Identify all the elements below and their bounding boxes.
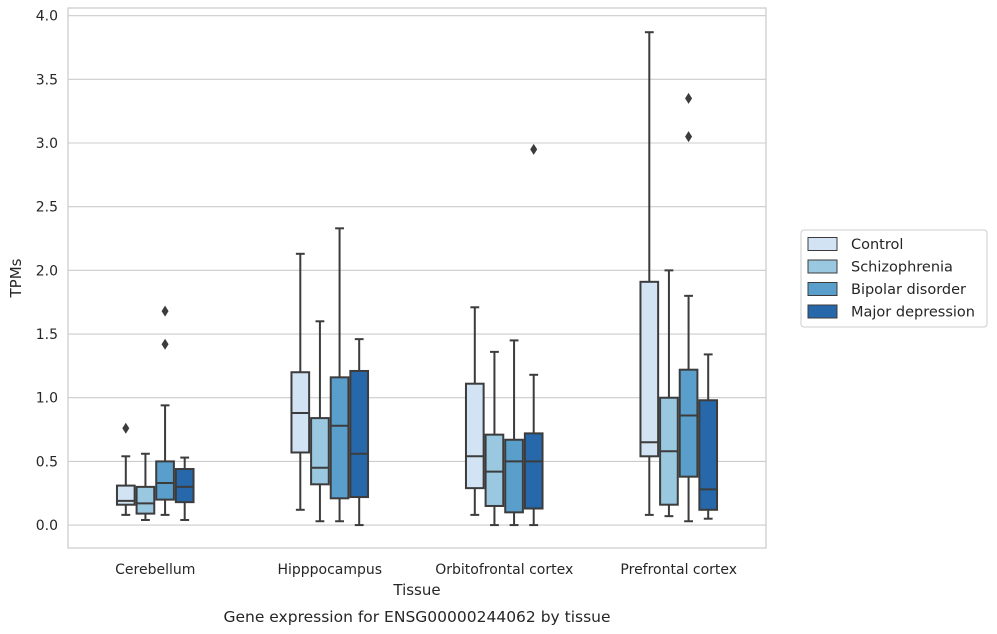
box-iqr — [464, 382, 485, 490]
box — [115, 422, 136, 516]
legend-frame — [800, 229, 988, 328]
outlier-point — [685, 131, 693, 143]
box-iqr — [484, 433, 505, 507]
x-tick-label: Cerebellum — [115, 562, 195, 578]
y-tick-label: 4.0 — [36, 9, 58, 25]
box-iqr — [135, 485, 156, 515]
box-group — [115, 305, 195, 521]
box-iqr — [329, 376, 350, 500]
outlier-point — [530, 143, 538, 155]
legend-swatch — [807, 282, 838, 296]
y-tick-label: 3.5 — [36, 72, 58, 88]
y-tick-label: 1.0 — [36, 391, 58, 407]
box — [290, 252, 311, 511]
y-tick-label: 0.5 — [36, 454, 58, 470]
box — [698, 353, 719, 520]
x-axis-ticks: Cerebellum Hipppocampus Orbitofrontal cort… — [115, 562, 737, 578]
box — [155, 305, 175, 516]
box — [639, 31, 660, 516]
plot-frame — [67, 7, 767, 549]
box — [464, 306, 485, 516]
box — [135, 452, 156, 521]
legend-label: Major depression — [851, 305, 975, 321]
box-iqr — [639, 280, 660, 458]
box-iqr — [504, 438, 524, 514]
box-iqr — [174, 468, 195, 504]
box-group — [464, 143, 544, 527]
legend-item: Control — [807, 237, 903, 253]
box-iqr — [349, 369, 370, 499]
x-tick-label: Orbitofrontal cortex — [435, 562, 573, 578]
box-groups — [115, 31, 719, 527]
y-tick-label: 2.0 — [36, 263, 58, 279]
box-iqr — [155, 460, 175, 501]
outlier-point — [161, 305, 169, 317]
x-tick-label: Hipppocampus — [277, 562, 382, 578]
outlier-point — [122, 422, 130, 434]
y-tick-label: 2.5 — [36, 200, 58, 216]
legend-item: Schizophrenia — [807, 259, 953, 276]
legend-swatch — [807, 259, 838, 274]
box-iqr — [523, 432, 544, 510]
box — [678, 92, 699, 523]
legend: Control Schizophrenia Bipolar disorder Majo… — [800, 229, 988, 328]
box — [523, 143, 544, 527]
legend-label: Bipolar disorder — [851, 282, 966, 298]
box — [659, 269, 679, 518]
legend-item: Bipolar disorder — [807, 282, 966, 298]
box-group — [639, 31, 719, 523]
y-axis-ticks: 0.0 0.5 1.0 1.5 2.0 2.5 3.0 3.5 4.0 — [36, 9, 58, 534]
box-group — [290, 227, 370, 527]
box — [484, 350, 505, 527]
outlier-point — [685, 92, 693, 104]
legend-swatch — [807, 304, 838, 319]
box-iqr — [698, 399, 719, 511]
y-tick-label: 0.0 — [36, 518, 58, 534]
box-iqr — [310, 417, 330, 486]
box — [349, 338, 370, 527]
chart-caption: Gene expression for ENSG00000244062 by t… — [223, 608, 610, 626]
box-iqr — [678, 368, 699, 478]
box — [504, 339, 524, 527]
box — [329, 227, 350, 523]
box — [310, 320, 330, 523]
y-axis-title: TPMs — [7, 258, 25, 298]
box — [174, 456, 195, 521]
y-tick-label: 1.5 — [36, 327, 58, 343]
legend-item: Major depression — [807, 304, 975, 321]
x-tick-label: Prefrontal cortex — [620, 562, 737, 578]
legend-label: Schizophrenia — [851, 260, 953, 276]
legend-label: Control — [851, 237, 903, 253]
y-tick-label: 3.0 — [36, 136, 58, 152]
x-axis-title: Tissue — [392, 581, 440, 599]
legend-swatch — [807, 237, 838, 251]
outlier-point — [161, 338, 169, 350]
